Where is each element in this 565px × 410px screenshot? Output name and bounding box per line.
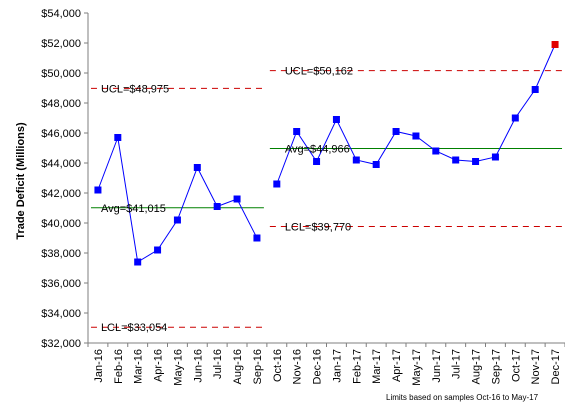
lcl-label: LCL=$39,770 <box>285 221 351 233</box>
data-point <box>452 156 460 164</box>
y-tick-label: $50,000 <box>41 68 81 80</box>
x-tick-label: May-16 <box>172 349 184 386</box>
control-limits <box>90 70 563 328</box>
x-tick-label: May-17 <box>411 349 423 386</box>
data-point <box>134 258 142 266</box>
x-tick-label: Dec-17 <box>550 349 562 384</box>
x-tick-label: Jul-17 <box>451 349 463 379</box>
x-tick-label: Sep-16 <box>252 349 264 384</box>
data-point <box>332 116 340 123</box>
data-point <box>94 186 102 194</box>
x-tick-label: Oct-16 <box>272 349 284 382</box>
data-point <box>233 195 241 203</box>
y-tick-label: $54,000 <box>41 8 81 20</box>
x-tick-label: Jun-16 <box>192 349 204 383</box>
data-point <box>491 153 499 161</box>
data-point <box>114 134 122 141</box>
x-tick-label: Mar-16 <box>133 349 145 384</box>
y-tick-label: $52,000 <box>41 38 81 50</box>
x-tick-label: Jul-16 <box>212 349 224 379</box>
x-tick-label: Mar-17 <box>371 349 383 384</box>
data-point <box>472 158 480 165</box>
x-tick-label: Nov-17 <box>530 349 542 384</box>
x-tick-label: Apr-16 <box>153 349 165 382</box>
x-tick-label: Dec-16 <box>312 349 324 384</box>
y-axis-label: Trade Deficit (Millions) <box>15 122 27 240</box>
ucl-label: UCL=$48,975 <box>101 83 169 95</box>
average-label: Avg=$44,966 <box>285 144 350 156</box>
data-point <box>352 156 360 164</box>
x-tick-label: Sep-17 <box>490 349 502 384</box>
y-tick-label: $44,000 <box>41 158 81 170</box>
ucl-label: UCL=$50,162 <box>285 66 353 78</box>
y-tick-label: $42,000 <box>41 188 81 200</box>
x-tick-label: Aug-16 <box>232 349 244 384</box>
x-tick-label: Jan-17 <box>331 349 343 383</box>
axes: $32,000 $34,000 $36,000 $38,000 $40,000 $42,0… <box>41 8 565 386</box>
y-tick-label: $40,000 <box>41 218 81 230</box>
footnote: Limits based on samples Oct-16 to May-17 <box>386 393 539 402</box>
data-point <box>392 128 400 135</box>
data-point <box>432 147 440 155</box>
data-point <box>253 234 261 242</box>
y-tick-label: $38,000 <box>41 248 81 260</box>
x-tick-label: Feb-16 <box>113 349 125 384</box>
data-point <box>372 161 380 168</box>
y-tick-label: $48,000 <box>41 98 81 110</box>
lcl-label: LCL=$33,054 <box>101 322 167 334</box>
data-point <box>154 246 162 254</box>
x-tick-label: Nov-16 <box>292 349 304 384</box>
data-point <box>173 216 181 224</box>
x-tick-label: Feb-17 <box>351 349 363 384</box>
data-point <box>213 203 221 210</box>
x-tick-label: Aug-17 <box>471 349 483 384</box>
data-point <box>531 86 539 93</box>
data-point <box>412 132 420 140</box>
x-tick-label: Jun-17 <box>431 349 443 383</box>
series-line <box>97 135 258 263</box>
data-point <box>193 164 201 171</box>
y-tick-label: $34,000 <box>41 308 81 320</box>
limit-labels: UCL=$48,975 LCL=$33,054 Avg=$41,015 UCL=$50… <box>101 66 353 335</box>
data-point <box>273 180 281 188</box>
data-point <box>551 41 559 48</box>
y-tick-label: $36,000 <box>41 278 81 290</box>
x-tick-label: Apr-17 <box>391 349 403 382</box>
x-tick-label: Jan-16 <box>93 349 105 383</box>
y-tick-label: $32,000 <box>41 338 81 350</box>
data-point <box>313 158 321 165</box>
x-tick-label: Oct-17 <box>510 349 522 382</box>
data-point <box>293 128 301 135</box>
y-tick-label: $46,000 <box>41 128 81 140</box>
average-label: Avg=$41,015 <box>101 203 166 215</box>
data-point <box>511 114 519 122</box>
data-points <box>94 41 559 266</box>
